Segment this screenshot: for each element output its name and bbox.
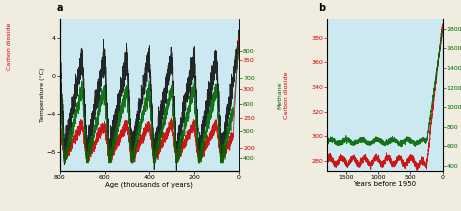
- X-axis label: Years before 1950: Years before 1950: [353, 181, 416, 187]
- Text: a: a: [56, 3, 63, 13]
- X-axis label: Age (thousands of years): Age (thousands of years): [106, 181, 193, 188]
- Y-axis label: Methane: Methane: [277, 81, 282, 109]
- Text: Carbon dioxide: Carbon dioxide: [7, 23, 12, 70]
- Text: Carbon dioxide: Carbon dioxide: [284, 71, 289, 119]
- Y-axis label: Temperature (°C): Temperature (°C): [40, 68, 45, 122]
- Text: b: b: [318, 3, 325, 13]
